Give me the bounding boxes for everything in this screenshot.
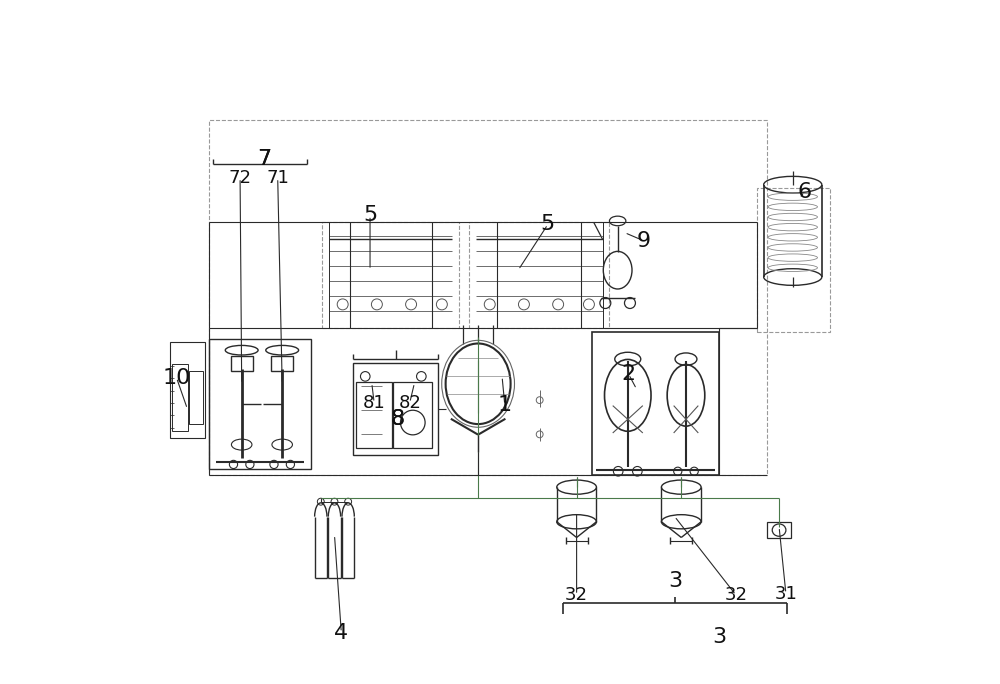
Bar — [469, 222, 609, 328]
Text: 4: 4 — [334, 622, 348, 643]
Bar — [209, 120, 767, 475]
Text: 7: 7 — [257, 148, 271, 169]
Text: 1: 1 — [498, 395, 512, 415]
Text: 3: 3 — [668, 571, 682, 592]
Bar — [592, 332, 719, 475]
Text: 72: 72 — [229, 169, 252, 187]
Bar — [393, 382, 432, 448]
Text: 2: 2 — [622, 364, 636, 384]
Text: 8: 8 — [390, 408, 404, 429]
Text: 9: 9 — [637, 231, 651, 251]
Bar — [353, 363, 438, 455]
Bar — [271, 356, 293, 371]
Text: 5: 5 — [363, 205, 377, 226]
Bar — [231, 356, 253, 371]
Bar — [767, 522, 791, 538]
Text: 10: 10 — [162, 367, 191, 388]
Text: 6: 6 — [797, 181, 811, 202]
Text: 32: 32 — [565, 586, 588, 604]
Text: 5: 5 — [541, 214, 555, 235]
Text: 32: 32 — [724, 586, 747, 604]
Text: 71: 71 — [266, 169, 289, 187]
Bar — [322, 222, 459, 328]
Text: 7: 7 — [257, 148, 271, 169]
Bar — [209, 339, 311, 469]
Text: 82: 82 — [398, 394, 421, 412]
Text: 8: 8 — [390, 408, 404, 429]
Bar — [172, 364, 188, 431]
Text: 3: 3 — [712, 627, 726, 648]
Text: 31: 31 — [774, 585, 797, 603]
Text: 81: 81 — [363, 394, 386, 412]
Bar — [189, 371, 203, 424]
Bar — [356, 382, 392, 448]
Bar — [757, 188, 830, 332]
Bar — [170, 342, 205, 438]
